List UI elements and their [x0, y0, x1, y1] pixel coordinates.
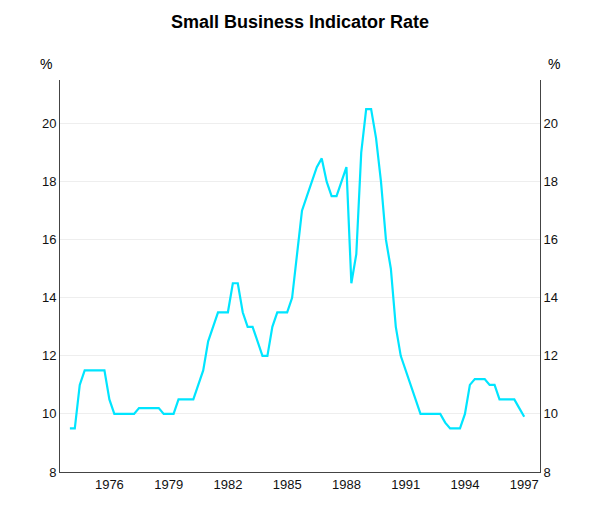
svg-text:1988: 1988 [332, 477, 361, 492]
svg-text:14: 14 [42, 290, 56, 305]
svg-text:10: 10 [544, 406, 558, 421]
svg-text:14: 14 [544, 290, 558, 305]
svg-text:1976: 1976 [95, 477, 124, 492]
svg-text:1982: 1982 [213, 477, 242, 492]
svg-text:12: 12 [544, 348, 558, 363]
svg-text:20: 20 [42, 116, 56, 131]
svg-text:1991: 1991 [391, 477, 420, 492]
svg-text:1994: 1994 [450, 477, 479, 492]
svg-text:%: % [40, 56, 52, 72]
svg-text:1997: 1997 [510, 477, 539, 492]
svg-text:12: 12 [42, 348, 56, 363]
svg-text:18: 18 [42, 174, 56, 189]
svg-text:%: % [548, 56, 560, 72]
svg-text:Small Business Indicator Rate: Small Business Indicator Rate [171, 12, 429, 32]
svg-text:18: 18 [544, 174, 558, 189]
svg-text:10: 10 [42, 406, 56, 421]
svg-text:20: 20 [544, 116, 558, 131]
svg-text:16: 16 [544, 232, 558, 247]
svg-text:16: 16 [42, 232, 56, 247]
svg-text:8: 8 [49, 465, 56, 480]
svg-text:1979: 1979 [154, 477, 183, 492]
svg-text:1985: 1985 [273, 477, 302, 492]
svg-text:8: 8 [544, 465, 551, 480]
